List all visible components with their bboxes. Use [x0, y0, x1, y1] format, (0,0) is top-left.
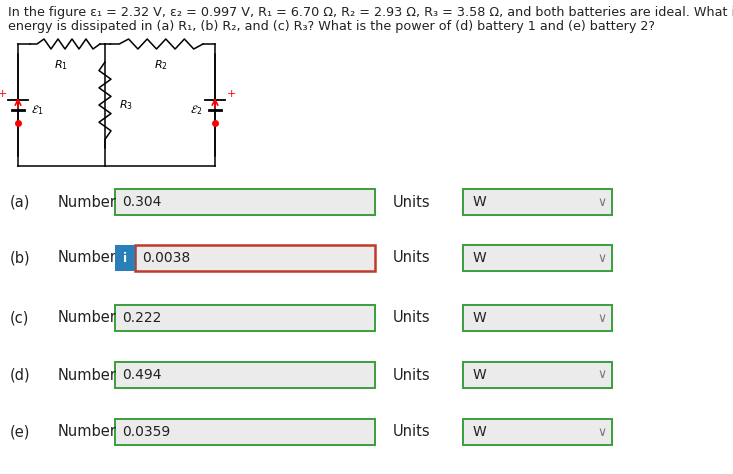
FancyBboxPatch shape: [115, 362, 375, 388]
Text: +: +: [226, 89, 236, 99]
Text: Units: Units: [393, 194, 430, 210]
Text: W: W: [473, 195, 487, 209]
Text: Number: Number: [58, 425, 117, 439]
FancyBboxPatch shape: [115, 305, 375, 331]
FancyBboxPatch shape: [463, 305, 612, 331]
Text: +: +: [0, 89, 7, 99]
Text: ∨: ∨: [597, 252, 607, 264]
Text: W: W: [473, 251, 487, 265]
Text: Number: Number: [58, 250, 117, 265]
Text: $R_1$: $R_1$: [54, 58, 68, 72]
Text: Number: Number: [58, 194, 117, 210]
Text: Units: Units: [393, 250, 430, 265]
Text: In the figure ε₁ = 2.32 V, ε₂ = 0.997 V, R₁ = 6.70 Ω, R₂ = 2.93 Ω, R₃ = 3.58 Ω, : In the figure ε₁ = 2.32 V, ε₂ = 0.997 V,…: [8, 6, 733, 19]
Text: $R_3$: $R_3$: [119, 98, 133, 112]
FancyBboxPatch shape: [115, 189, 375, 215]
Text: Number: Number: [58, 310, 117, 326]
Text: ∨: ∨: [597, 195, 607, 209]
Text: (e): (e): [10, 425, 30, 439]
Text: ∨: ∨: [597, 311, 607, 325]
Text: W: W: [473, 311, 487, 325]
Text: ∨: ∨: [597, 426, 607, 438]
Text: (d): (d): [10, 367, 31, 383]
FancyBboxPatch shape: [463, 362, 612, 388]
Text: W: W: [473, 368, 487, 382]
FancyBboxPatch shape: [115, 419, 375, 445]
Text: 0.304: 0.304: [122, 195, 161, 209]
Text: Units: Units: [393, 310, 430, 326]
Text: 0.0038: 0.0038: [142, 251, 191, 265]
FancyBboxPatch shape: [463, 189, 612, 215]
Text: i: i: [123, 252, 127, 264]
Text: $\mathcal{E}_2$: $\mathcal{E}_2$: [190, 103, 202, 117]
Text: (c): (c): [10, 310, 29, 326]
FancyBboxPatch shape: [115, 245, 135, 271]
Text: 0.494: 0.494: [122, 368, 161, 382]
FancyBboxPatch shape: [463, 419, 612, 445]
Text: 0.222: 0.222: [122, 311, 161, 325]
Text: $R_2$: $R_2$: [154, 58, 167, 72]
Text: $\mathcal{E}_1$: $\mathcal{E}_1$: [31, 103, 43, 117]
Text: (a): (a): [10, 194, 30, 210]
FancyBboxPatch shape: [135, 245, 375, 271]
Text: Units: Units: [393, 367, 430, 383]
Text: ∨: ∨: [597, 368, 607, 382]
Text: energy is dissipated in (a) R₁, (b) R₂, and (c) R₃? What is the power of (d) bat: energy is dissipated in (a) R₁, (b) R₂, …: [8, 20, 655, 33]
Text: Number: Number: [58, 367, 117, 383]
Text: W: W: [473, 425, 487, 439]
Text: Units: Units: [393, 425, 430, 439]
Text: (b): (b): [10, 250, 31, 265]
Text: 0.0359: 0.0359: [122, 425, 170, 439]
FancyBboxPatch shape: [463, 245, 612, 271]
